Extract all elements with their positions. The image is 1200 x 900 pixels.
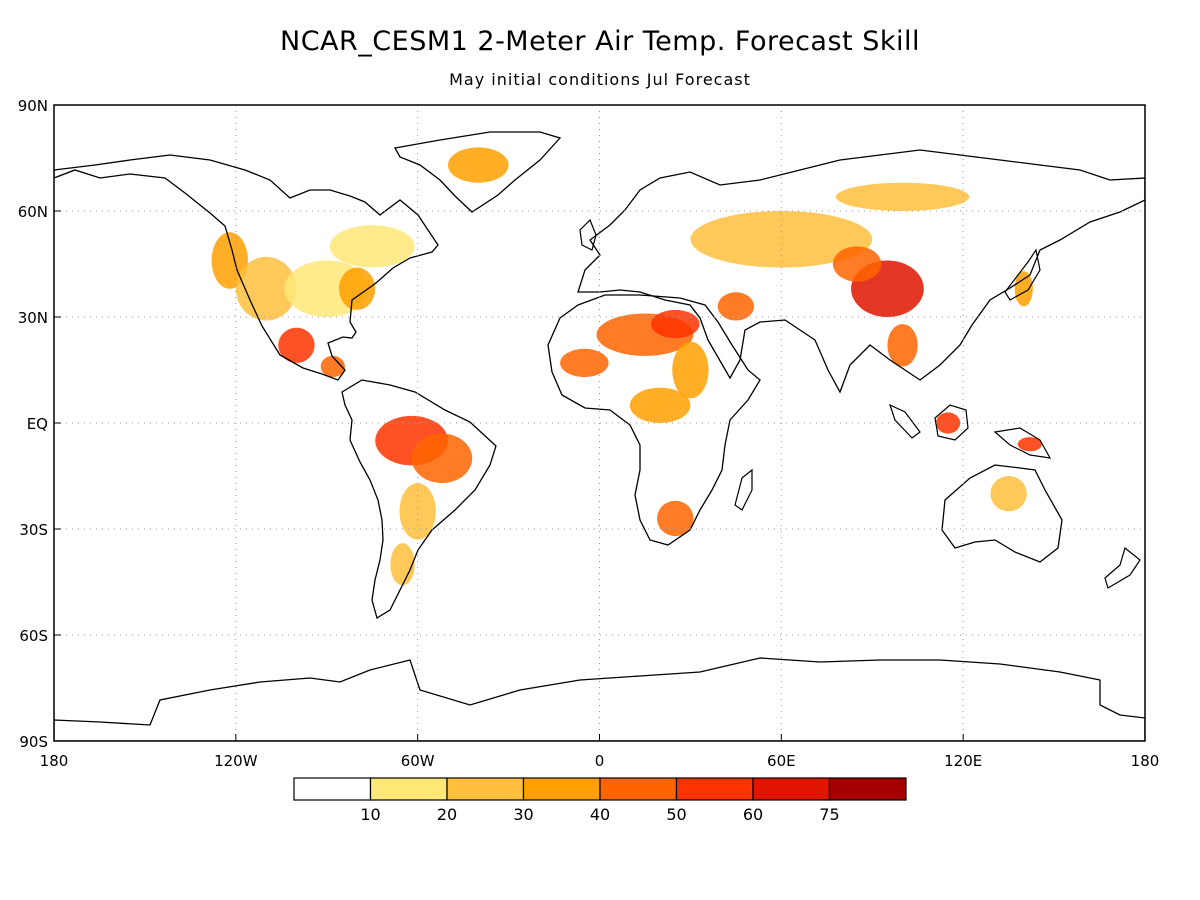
island-japan — [1004, 248, 1041, 301]
lon-tick-label: 120W — [214, 752, 258, 770]
skill-patch-4 — [278, 327, 315, 363]
continent-greenland — [393, 131, 562, 213]
lon-tick-label: 0 — [595, 752, 605, 770]
lon-tick-label: 120E — [944, 752, 982, 770]
skill-patch-10 — [399, 483, 436, 540]
skill-patch-15 — [672, 341, 709, 399]
map-subtitle: May initial conditions Jul Forecast — [449, 70, 751, 89]
colorbar-label: 60 — [743, 805, 763, 824]
lon-tick-label: 180 — [1131, 752, 1160, 770]
lat-tick-label: 60N — [18, 203, 48, 221]
lon-tick-label: 180 — [40, 752, 69, 770]
graticule — [54, 105, 1145, 741]
skill-patch-3 — [338, 267, 376, 310]
lat-tick-label: 30S — [19, 521, 48, 539]
colorbar-box — [446, 777, 525, 801]
skill-patch-11 — [390, 543, 415, 586]
colorbar-box — [675, 777, 754, 801]
colorbar-label: 75 — [819, 805, 839, 824]
lon-tick-label: 60E — [767, 752, 796, 770]
skill-shading — [211, 147, 1042, 586]
skill-patch-19 — [690, 211, 873, 268]
skill-patch-6 — [329, 225, 415, 268]
skill-patch-7 — [447, 147, 509, 183]
skill-patch-9 — [411, 433, 473, 484]
colorbar-box — [599, 777, 678, 801]
skill-patch-17 — [657, 500, 694, 537]
skill-patch-22 — [887, 324, 918, 367]
skill-patch-1 — [235, 256, 297, 321]
island-british-isles — [579, 218, 597, 251]
skill-patch-14 — [560, 348, 609, 378]
colorbar-box — [369, 777, 448, 801]
axis-ticks: 180 120W 60W 0 60E 120E 180 90N 60N 30N EQ 30S 60S 90… — [18, 97, 1160, 770]
lat-tick-label: 30N — [18, 309, 48, 327]
land-outlines — [54, 131, 1145, 741]
skill-patch-13 — [651, 309, 700, 339]
skill-patch-25 — [990, 476, 1027, 512]
skill-patch-16 — [629, 387, 691, 424]
colorbar-box — [828, 777, 907, 801]
colorbar-label: 40 — [590, 805, 610, 824]
lat-tick-label: EQ — [27, 415, 48, 433]
skill-patch-26 — [1014, 271, 1033, 307]
continent-south-america — [341, 379, 497, 620]
colorbar-box — [293, 777, 372, 801]
island-sumatra — [888, 403, 921, 439]
island-borneo — [934, 404, 969, 441]
colorbar-label: 30 — [513, 805, 533, 824]
island-new-guinea — [993, 427, 1052, 459]
lat-tick-label: 90S — [19, 733, 48, 751]
island-madagascar — [734, 468, 753, 511]
lon-tick-label: 60W — [401, 752, 435, 770]
skill-patch-21 — [832, 246, 882, 282]
colorbar: 10 20 30 40 50 60 75 — [293, 777, 907, 824]
skill-patch-27 — [835, 182, 970, 211]
skill-patch-5 — [320, 355, 345, 378]
colorbar-box — [752, 777, 831, 801]
skill-patch-24 — [1017, 437, 1042, 452]
continent-eurasia — [577, 149, 1145, 394]
skill-patch-18 — [717, 292, 755, 321]
lat-tick-label: 60S — [19, 627, 48, 645]
colorbar-box — [522, 777, 601, 801]
continent-australia — [941, 464, 1063, 563]
continent-antarctica — [54, 657, 1145, 741]
continent-africa — [547, 294, 761, 546]
colorbar-label: 50 — [666, 805, 686, 824]
lat-tick-label: 90N — [18, 97, 48, 115]
colorbar-label: 20 — [437, 805, 457, 824]
island-new-zealand — [1104, 546, 1141, 589]
map-title: NCAR_CESM1 2-Meter Air Temp. Forecast Sk… — [280, 26, 920, 57]
continent-north-america — [54, 154, 439, 381]
colorbar-label: 10 — [360, 805, 380, 824]
